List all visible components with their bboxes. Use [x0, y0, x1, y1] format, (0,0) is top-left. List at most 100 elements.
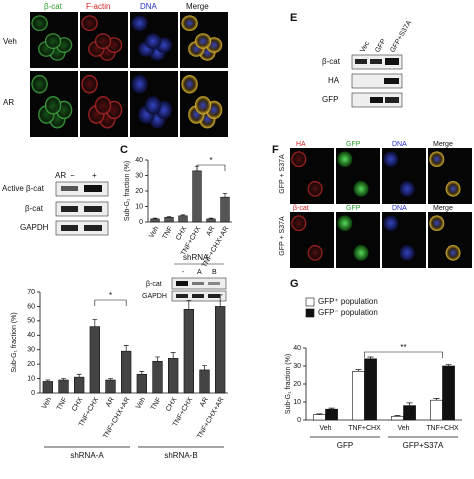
- cell: [44, 33, 62, 49]
- blot: [171, 277, 227, 302]
- cell: [399, 181, 415, 197]
- significance-label: **: [400, 343, 406, 352]
- legend-swatch: [305, 297, 315, 307]
- y-tick-label: 30: [135, 172, 143, 179]
- error-bar: [170, 352, 176, 359]
- significance-bracket: [364, 351, 443, 358]
- cell: [307, 181, 323, 197]
- x-tick-label: Veh: [319, 425, 331, 432]
- x-tick-label: Veh: [135, 396, 147, 410]
- row-label: Veh: [3, 37, 17, 46]
- bar: [199, 369, 210, 394]
- cell: [337, 151, 353, 168]
- y-axis-label: Sub-G₁ fraction (%): [285, 354, 292, 414]
- x-tick-label: Veh: [397, 425, 409, 432]
- error-bar: [108, 378, 113, 381]
- error-bar: [202, 365, 207, 370]
- y-tick-label: 10: [135, 203, 143, 210]
- bar: [391, 416, 404, 421]
- y-tick-label: 0: [297, 417, 301, 424]
- error-bar: [355, 369, 362, 372]
- error-bar: [328, 407, 335, 410]
- column-header: GFP: [346, 205, 361, 212]
- y-tick-label: 50: [27, 318, 35, 325]
- cell: [94, 33, 112, 49]
- significance-label: *: [109, 291, 112, 300]
- y-tick-label: 20: [27, 361, 35, 368]
- cell: [131, 15, 148, 32]
- cell: [44, 96, 62, 115]
- blot-row-label: GAPDH: [20, 223, 49, 232]
- legend-label: GFP⁺ population: [318, 297, 378, 306]
- group-label: GFP+S37A: [403, 441, 444, 450]
- cell: [291, 151, 307, 168]
- column-header: DNA: [140, 2, 158, 11]
- y-tick-label: 40: [27, 332, 35, 339]
- error-bar: [123, 345, 129, 352]
- error-bar: [406, 402, 413, 406]
- lane-label: -: [182, 269, 185, 276]
- bar: [442, 365, 455, 421]
- bar: [152, 360, 163, 394]
- y-tick-label: 40: [135, 157, 143, 164]
- y-tick-label: 60: [27, 303, 35, 310]
- x-tick-label: CHX: [165, 396, 179, 413]
- y-tick-label: 0: [139, 219, 143, 226]
- x-tick-label: TNF: [56, 396, 69, 411]
- error-bar: [394, 415, 401, 417]
- bar: [313, 414, 326, 421]
- group-label: shRNA-B: [164, 451, 197, 460]
- row-label: AR: [3, 98, 14, 107]
- cell: [81, 74, 98, 94]
- bar: [430, 399, 443, 421]
- cell: [383, 215, 399, 232]
- column-header: β-cat: [293, 205, 309, 212]
- cell: [144, 33, 162, 49]
- cell: [337, 215, 353, 232]
- error-bar: [155, 356, 160, 362]
- cell: [144, 96, 162, 115]
- x-tick-label: TNF+CHX: [348, 425, 381, 432]
- x-tick-label: CHX: [175, 225, 189, 242]
- bar: [178, 215, 188, 223]
- lane-label: B: [212, 269, 217, 276]
- bar: [121, 350, 132, 394]
- bar: [136, 373, 147, 394]
- cell: [31, 15, 48, 32]
- lane-label: +: [92, 171, 97, 180]
- bar: [168, 358, 179, 394]
- error-bar: [92, 319, 98, 327]
- error-bar: [139, 371, 145, 375]
- lane-label: GFP+S37A: [389, 19, 413, 54]
- error-bar: [367, 356, 374, 359]
- bar: [206, 218, 216, 223]
- y-tick-label: 20: [293, 381, 301, 388]
- significance-bracket: [196, 164, 226, 171]
- bar: [220, 196, 230, 223]
- y-tick-label: 10: [293, 399, 301, 406]
- y-tick-label: 0: [31, 390, 35, 397]
- side-label: GFP + S37A: [279, 154, 286, 194]
- bar: [89, 326, 100, 394]
- y-axis-label: Sub-G₁ fraction (%): [11, 312, 18, 372]
- error-bar: [180, 214, 186, 216]
- bar: [352, 371, 365, 421]
- cell: [383, 151, 399, 168]
- panel-letter: F: [272, 144, 279, 156]
- blot: [351, 54, 403, 108]
- bar: [164, 217, 174, 223]
- column-header: DNA: [392, 205, 407, 212]
- y-tick-label: 30: [293, 363, 301, 370]
- cell: [353, 245, 369, 261]
- x-tick-label: Veh: [148, 225, 160, 239]
- cell: [353, 181, 369, 197]
- y-tick-label: 20: [135, 188, 143, 195]
- x-tick-label: Veh: [41, 396, 53, 410]
- cell: [81, 15, 98, 32]
- side-label: GFP + S37A: [279, 216, 286, 256]
- y-tick-label: 40: [293, 345, 301, 352]
- legend-label: GFP⁻ population: [318, 308, 378, 317]
- lane-label: GFP: [374, 38, 387, 54]
- significance-label: *: [209, 156, 212, 165]
